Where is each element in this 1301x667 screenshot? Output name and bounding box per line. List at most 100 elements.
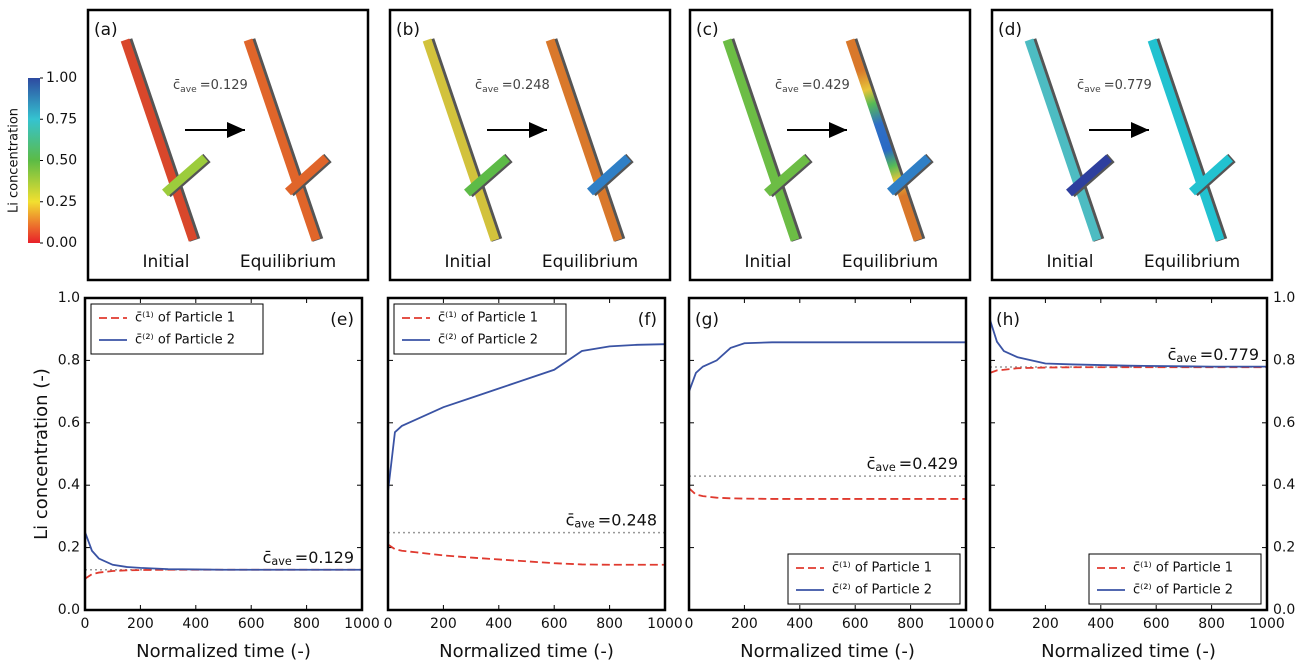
- state-label: Equilibrium: [1144, 252, 1240, 272]
- annotation-value: =0.248: [598, 510, 657, 529]
- plot-frame: [386, 296, 667, 612]
- x-tick-label: 400: [786, 616, 813, 632]
- x-tick-label: 0: [384, 616, 393, 632]
- particle: [1024, 38, 1102, 242]
- legend-box: [787, 553, 961, 605]
- annotation-subscript: ave: [782, 85, 799, 95]
- state-label: Equilibrium: [842, 252, 938, 272]
- legend-box: [393, 303, 567, 355]
- plot-frame: [988, 296, 1269, 612]
- particle: [845, 38, 923, 242]
- legend-label: c̄⁽¹⁾ of Particle 1: [135, 311, 235, 326]
- annotation-value: =0.129: [200, 78, 248, 93]
- annotation: c̄ave =0.429: [775, 78, 850, 95]
- annotation: c̄ave =0.129: [173, 78, 248, 95]
- annotation-symbol: c̄: [1077, 78, 1084, 93]
- colorbar-tick-label: 0.50: [46, 153, 77, 169]
- x-tick-label: 0: [81, 616, 90, 632]
- annotation-subscript: ave: [1176, 352, 1196, 365]
- series-line: [989, 366, 1267, 374]
- x-tick-label: 800: [596, 616, 623, 632]
- annotation-value: =0.129: [295, 547, 354, 566]
- particle: [422, 38, 500, 242]
- y-tick-label: 0.2: [58, 540, 80, 556]
- y-tick-label: 0.0: [1273, 602, 1295, 618]
- panel-label: (g): [695, 310, 719, 330]
- annotation: c̄ave =0.129: [263, 547, 354, 568]
- annotation-subscript: ave: [1084, 85, 1101, 95]
- legend-label: c̄⁽¹⁾ of Particle 1: [832, 561, 932, 576]
- series-line: [688, 341, 966, 392]
- x-tick-label: 600: [541, 616, 568, 632]
- particle: [464, 154, 510, 197]
- series-line: [387, 343, 666, 492]
- legend-box: [90, 303, 264, 355]
- x-tick-label: 400: [485, 616, 512, 632]
- particle: [162, 154, 208, 197]
- y-tick-label: 0.4: [58, 477, 80, 493]
- y-axis-label: Li concentration (-): [31, 368, 52, 540]
- particle: [1147, 38, 1225, 242]
- x-tick-label: 800: [293, 616, 320, 632]
- particle: [586, 154, 632, 196]
- series-line: [688, 487, 966, 500]
- panel-label: (e): [330, 310, 354, 330]
- annotation: c̄ave =0.429: [867, 454, 958, 475]
- y-tick-label: 0.6: [58, 415, 80, 431]
- x-tick-label: 1000: [948, 616, 984, 632]
- particle: [284, 154, 330, 196]
- legend-label: c̄⁽²⁾ of Particle 2: [1133, 583, 1233, 598]
- series-line: [989, 319, 1267, 368]
- annotation-symbol: c̄: [475, 78, 482, 93]
- legend-label: c̄⁽²⁾ of Particle 2: [135, 333, 235, 348]
- annotation-subscript: ave: [574, 518, 594, 531]
- annotation-subscript: ave: [271, 555, 291, 568]
- annotation: c̄ave =0.779: [1168, 344, 1259, 365]
- legend-label: c̄⁽²⁾ of Particle 2: [438, 333, 538, 348]
- annotation-value: =0.779: [1200, 344, 1259, 363]
- state-label: Equilibrium: [542, 252, 638, 272]
- series-line: [84, 531, 362, 571]
- series-line: [84, 568, 362, 580]
- panel-label: (b): [396, 20, 420, 40]
- plot-frame: [83, 296, 364, 612]
- x-tick-label: 1000: [1249, 616, 1285, 632]
- state-label: Initial: [744, 252, 791, 272]
- state-label: Initial: [444, 252, 491, 272]
- particle: [120, 38, 198, 242]
- x-tick-label: 1000: [647, 616, 683, 632]
- annotation: c̄ave =0.779: [1077, 78, 1152, 95]
- x-tick-label: 600: [1143, 616, 1170, 632]
- annotation-symbol: c̄: [263, 547, 272, 566]
- colorbar-tick-label: 0.25: [46, 194, 77, 210]
- particle: [1066, 154, 1112, 197]
- x-tick-label: 200: [127, 616, 154, 632]
- annotation: c̄ave =0.248: [566, 510, 657, 531]
- annotation-symbol: c̄: [1168, 344, 1177, 363]
- series-line: [387, 543, 665, 566]
- y-tick-label: 0.6: [1273, 415, 1295, 431]
- state-label: Initial: [142, 252, 189, 272]
- plot-frame: [687, 296, 968, 612]
- legend-box: [1088, 553, 1262, 605]
- annotation-symbol: c̄: [173, 78, 180, 93]
- particle: [545, 38, 623, 242]
- x-tick-label: 200: [1032, 616, 1059, 632]
- particle: [243, 38, 321, 242]
- panel-label: (a): [94, 20, 118, 40]
- x-tick-label: 600: [842, 616, 869, 632]
- annotation: c̄ave =0.248: [475, 78, 550, 95]
- x-tick-label: 200: [731, 616, 758, 632]
- y-tick-label: 0.4: [1273, 477, 1295, 493]
- x-axis-label: Normalized time (-): [439, 641, 614, 662]
- x-tick-label: 400: [1087, 616, 1114, 632]
- y-tick-label: 1.0: [1273, 290, 1295, 306]
- x-tick-label: 400: [182, 616, 209, 632]
- annotation-value: =0.429: [899, 454, 958, 473]
- y-tick-label: 1.0: [58, 290, 80, 306]
- colorbar-tick-label: 1.00: [46, 70, 77, 86]
- panel-label: (d): [998, 20, 1022, 40]
- x-tick-label: 800: [897, 616, 924, 632]
- x-tick-label: 1000: [344, 616, 380, 632]
